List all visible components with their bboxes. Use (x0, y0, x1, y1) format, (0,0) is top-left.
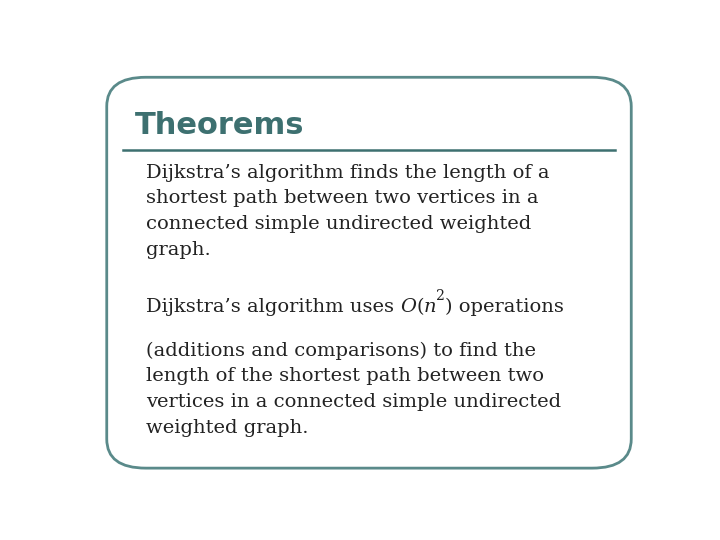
Text: Dijkstra’s algorithm uses: Dijkstra’s algorithm uses (145, 298, 400, 316)
FancyBboxPatch shape (107, 77, 631, 468)
Text: Theorems: Theorems (135, 111, 304, 139)
Text: Dijkstra’s algorithm finds the length of a
shortest path between two vertices in: Dijkstra’s algorithm finds the length of… (145, 164, 549, 259)
Text: O: O (400, 298, 416, 316)
Text: n: n (423, 298, 436, 316)
Text: ) operations: ) operations (445, 298, 564, 316)
Text: 2: 2 (436, 288, 445, 302)
Text: (additions and comparisons) to find the
length of the shortest path between two
: (additions and comparisons) to find the … (145, 341, 561, 437)
Text: (: ( (416, 298, 423, 316)
